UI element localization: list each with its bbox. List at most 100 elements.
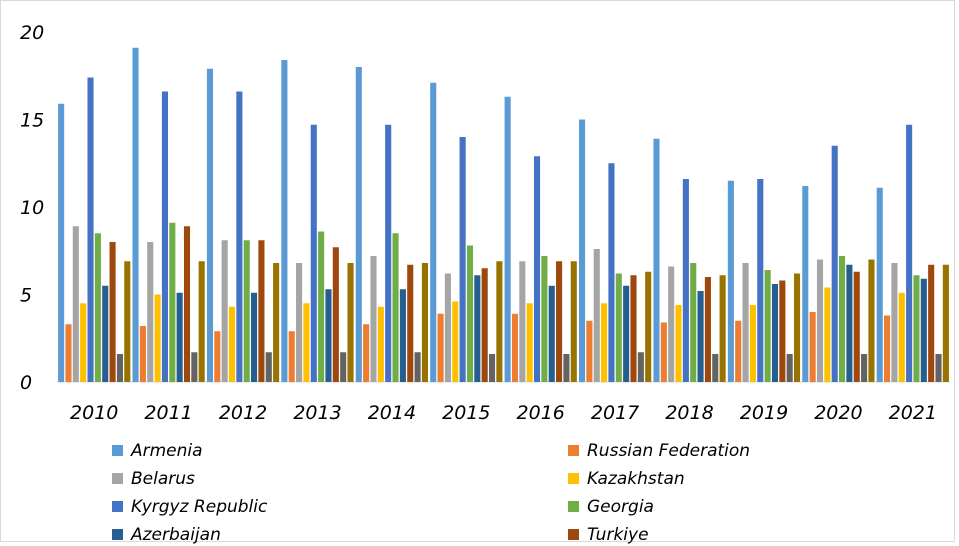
legend-swatch <box>112 473 123 484</box>
bar-belarus-2013 <box>296 263 303 382</box>
bar-series-10-2013 <box>347 263 354 382</box>
x-tick-label: 2015 <box>442 402 490 424</box>
x-tick-label: 2019 <box>740 402 788 424</box>
bar-turkiye-2015 <box>481 268 488 382</box>
bar-armenia-2012 <box>206 68 214 382</box>
bar-belarus-2019 <box>742 263 749 382</box>
bar-series-9-2010 <box>116 354 123 382</box>
bar-georgia-2021 <box>913 275 920 382</box>
bar-russian-federation-2020 <box>809 312 816 382</box>
legend-label: Kazakhstan <box>587 469 685 489</box>
bar-azerbaijan-2019 <box>771 284 779 382</box>
bar-series-10-2017 <box>645 271 652 382</box>
bar-kyrgyz-republic-2012 <box>236 91 243 382</box>
bar-russian-federation-2019 <box>735 320 742 382</box>
bar-azerbaijan-2014 <box>399 289 406 382</box>
bars-group <box>58 47 949 382</box>
bar-turkiye-2021 <box>928 264 935 382</box>
bar-russian-federation-2012 <box>214 331 221 382</box>
bar-georgia-2014 <box>392 233 399 382</box>
bar-series-9-2017 <box>637 352 644 382</box>
bar-turkiye-2017 <box>630 275 637 382</box>
bar-russian-federation-2014 <box>363 324 370 382</box>
bar-georgia-2016 <box>541 256 548 382</box>
bar-armenia-2017 <box>579 119 586 382</box>
legend-label: Russian Federation <box>587 441 750 461</box>
x-tick-label: 2016 <box>517 402 565 424</box>
bar-azerbaijan-2013 <box>325 289 332 382</box>
bar-armenia-2011 <box>132 47 139 382</box>
bar-series-10-2020 <box>868 259 875 382</box>
x-tick-label: 2018 <box>665 402 713 424</box>
bar-kyrgyz-republic-2019 <box>757 179 764 382</box>
bar-series-10-2015 <box>496 261 503 382</box>
bar-kazakhstan-2016 <box>526 303 533 382</box>
bar-kazakhstan-2010 <box>80 303 87 382</box>
bar-armenia-2020 <box>802 186 809 382</box>
bar-kyrgyz-republic-2014 <box>385 124 392 382</box>
bar-belarus-2020 <box>816 259 824 382</box>
bar-azerbaijan-2021 <box>920 278 927 382</box>
bar-series-9-2016 <box>563 354 570 382</box>
x-tick-label: 2012 <box>219 402 267 424</box>
bar-armenia-2010 <box>58 103 65 382</box>
bar-kazakhstan-2015 <box>452 301 459 382</box>
bar-series-10-2016 <box>570 261 577 382</box>
bar-belarus-2011 <box>147 242 154 382</box>
bar-azerbaijan-2015 <box>474 275 481 382</box>
bar-azerbaijan-2017 <box>623 285 630 382</box>
bar-azerbaijan-2018 <box>697 291 704 382</box>
bar-armenia-2014 <box>355 67 362 382</box>
bar-turkiye-2020 <box>853 271 860 382</box>
legend-label: Turkiye <box>587 525 649 545</box>
bar-azerbaijan-2020 <box>846 264 853 382</box>
bar-turkiye-2011 <box>183 226 191 382</box>
legend-swatch <box>112 445 123 456</box>
bar-russian-federation-2016 <box>511 313 519 382</box>
y-tick-label: 10 <box>20 197 44 219</box>
bar-series-9-2018 <box>712 354 719 382</box>
bar-belarus-2015 <box>444 273 451 382</box>
bar-turkiye-2016 <box>556 261 563 382</box>
bar-belarus-2010 <box>72 226 79 382</box>
bar-azerbaijan-2016 <box>548 285 555 382</box>
bar-series-10-2018 <box>719 275 726 382</box>
bar-kyrgyz-republic-2015 <box>459 137 466 382</box>
bar-azerbaijan-2010 <box>102 285 109 382</box>
bar-kyrgyz-republic-2013 <box>310 124 317 382</box>
bar-russian-federation-2015 <box>437 313 444 382</box>
legend-swatch <box>568 445 579 456</box>
bar-belarus-2021 <box>891 263 898 382</box>
x-tick-label: 2010 <box>70 402 118 424</box>
bar-series-9-2013 <box>340 352 347 382</box>
bar-armenia-2018 <box>653 138 660 382</box>
bar-armenia-2015 <box>430 82 437 382</box>
bar-armenia-2021 <box>876 187 883 382</box>
y-tick-label: 5 <box>20 285 32 307</box>
bar-armenia-2013 <box>281 60 288 382</box>
x-tick-labels: 2010 2011 2012 2013 2014 2015 2016 2017 2018 2019… <box>70 402 937 424</box>
legend-swatch <box>568 473 579 484</box>
bar-russian-federation-2010 <box>65 324 72 382</box>
bar-belarus-2012 <box>221 240 228 382</box>
bar-kazakhstan-2011 <box>154 294 161 382</box>
bar-series-10-2010 <box>124 261 131 382</box>
bar-series-9-2021 <box>935 354 942 382</box>
bar-series-9-2014 <box>414 352 421 382</box>
bar-russian-federation-2017 <box>586 320 593 382</box>
bar-kazakhstan-2020 <box>824 287 831 382</box>
legend-swatch <box>112 501 123 512</box>
y-tick-label: 0 <box>20 372 32 394</box>
bar-kyrgyz-republic-2021 <box>906 124 913 382</box>
bar-kyrgyz-republic-2016 <box>533 156 541 382</box>
bar-turkiye-2014 <box>407 264 414 382</box>
bar-georgia-2015 <box>466 245 474 382</box>
legend: Armenia Russian Federation Belarus Kazakhst… <box>112 441 750 545</box>
y-tick-label: 15 <box>20 110 44 132</box>
bar-azerbaijan-2011 <box>176 292 183 382</box>
bar-series-9-2015 <box>488 354 496 382</box>
bar-kyrgyz-republic-2010 <box>87 77 94 382</box>
legend-label: Armenia <box>130 441 203 461</box>
bar-belarus-2016 <box>519 261 526 382</box>
